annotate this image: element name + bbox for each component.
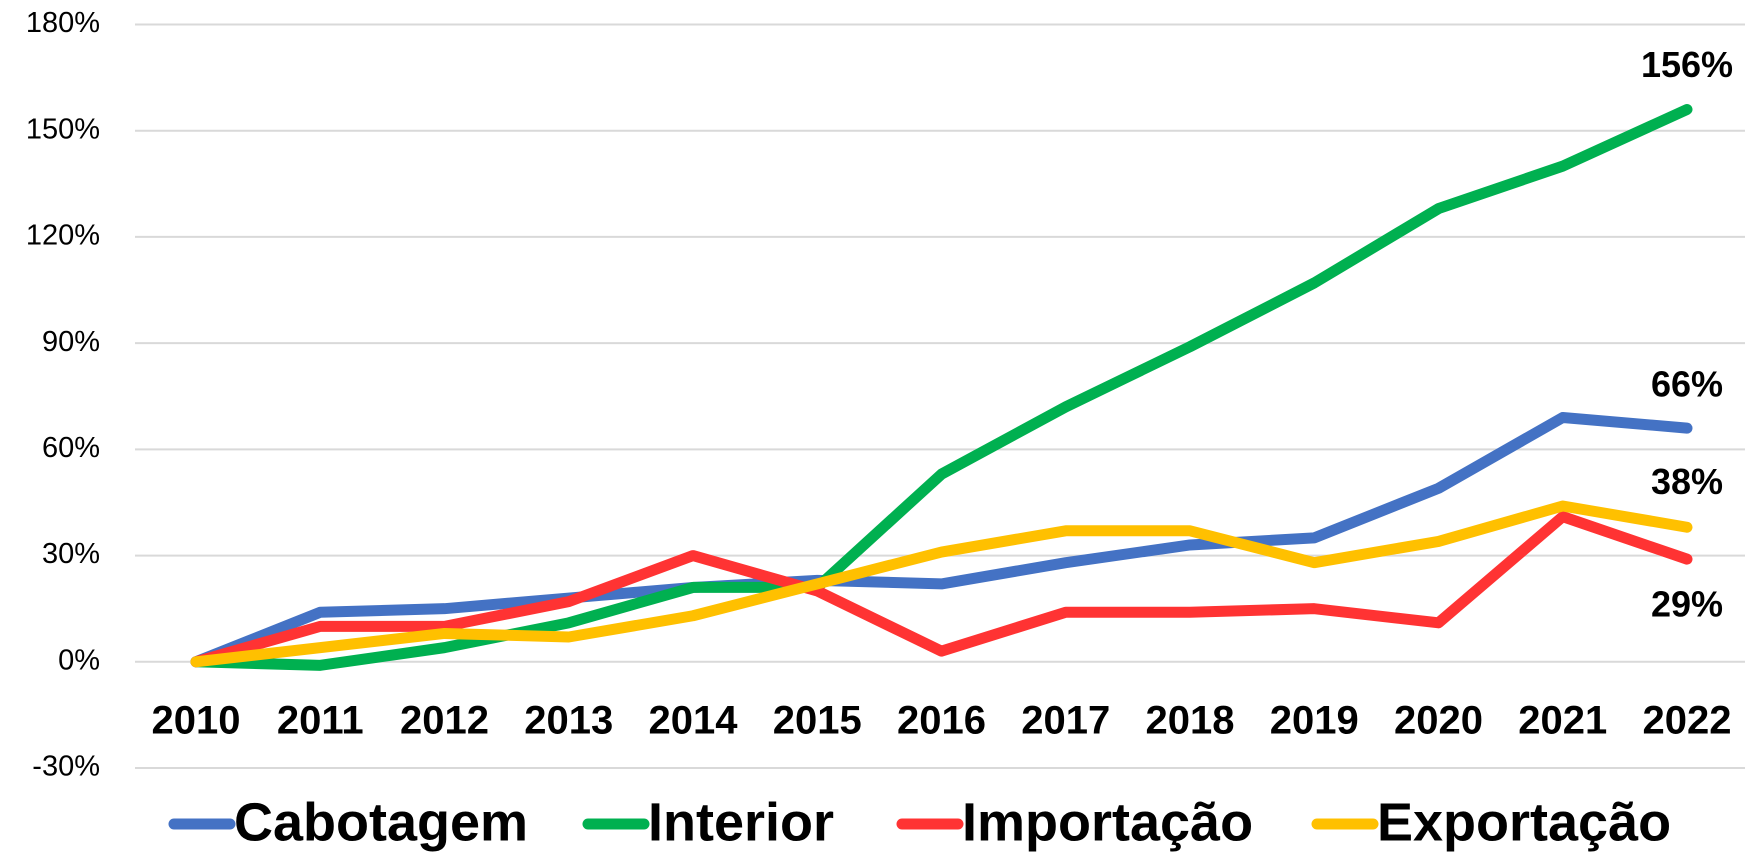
series-line <box>190 411 1693 668</box>
legend-label: Exportação <box>1377 792 1671 852</box>
y-tick-label: 120% <box>26 220 100 252</box>
y-tick-label: -30% <box>32 751 100 783</box>
y-tick-label: 180% <box>26 7 100 39</box>
x-tick-label: 2018 <box>1146 699 1235 743</box>
data-label: 38% <box>1651 461 1723 502</box>
y-tick-label: 60% <box>42 432 100 464</box>
y-tick-label: 90% <box>42 326 100 358</box>
y-tick-label: 150% <box>26 113 100 145</box>
x-tick-label: 2011 <box>277 699 364 743</box>
x-tick-label: 2019 <box>1270 699 1359 743</box>
series-line <box>190 500 1693 668</box>
y-tick-label: 30% <box>42 538 100 570</box>
data-label: 66% <box>1651 364 1723 405</box>
legend-label: Importação <box>962 792 1253 852</box>
x-tick-label: 2021 <box>1518 699 1607 743</box>
x-tick-label: 2020 <box>1394 699 1483 743</box>
x-tick-label: 2013 <box>524 699 613 743</box>
x-tick-label: 2015 <box>773 699 862 743</box>
x-tick-label: 2014 <box>649 699 739 743</box>
x-tick-label: 2012 <box>400 699 489 743</box>
legend-label: Cabotagem <box>234 792 528 852</box>
x-tick-label: 2017 <box>1021 699 1110 743</box>
x-tick-label: 2010 <box>152 699 241 743</box>
y-tick-label: 0% <box>58 644 100 676</box>
x-tick-label: 2022 <box>1643 699 1732 743</box>
legend-label: Interior <box>648 792 834 852</box>
x-tick-label: 2016 <box>897 699 986 743</box>
data-label: 156% <box>1641 44 1733 85</box>
series-line <box>190 103 1693 671</box>
data-label: 29% <box>1651 584 1723 625</box>
series-line <box>190 511 1693 668</box>
